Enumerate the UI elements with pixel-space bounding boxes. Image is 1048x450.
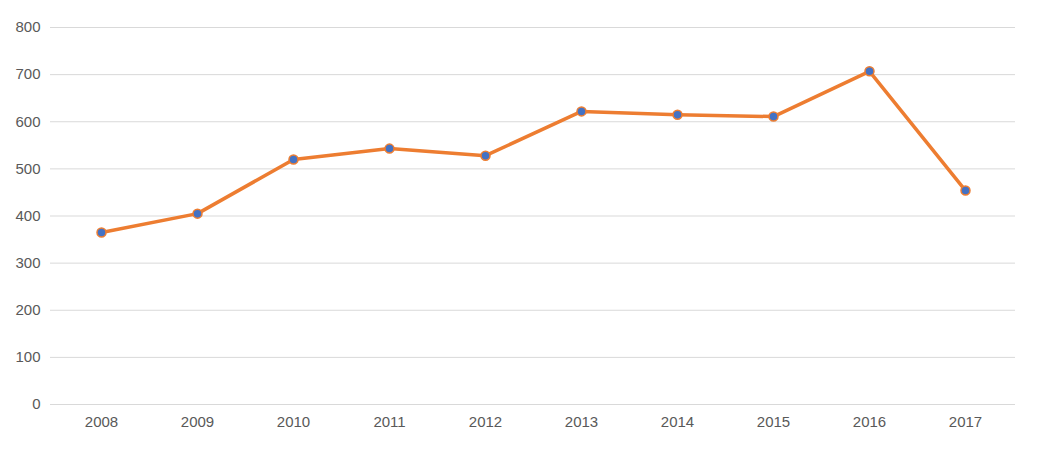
svg-text:600: 600 bbox=[15, 113, 40, 130]
svg-text:800: 800 bbox=[15, 18, 40, 35]
svg-text:500: 500 bbox=[15, 160, 40, 177]
svg-text:300: 300 bbox=[15, 254, 40, 271]
svg-text:2009: 2009 bbox=[181, 413, 214, 430]
svg-text:2012: 2012 bbox=[469, 413, 502, 430]
svg-text:2017: 2017 bbox=[949, 413, 982, 430]
svg-text:2015: 2015 bbox=[757, 413, 790, 430]
svg-text:2011: 2011 bbox=[373, 413, 405, 430]
svg-text:2014: 2014 bbox=[661, 413, 694, 430]
svg-text:0: 0 bbox=[32, 395, 40, 412]
svg-text:2016: 2016 bbox=[853, 413, 886, 430]
svg-text:2010: 2010 bbox=[277, 413, 310, 430]
svg-text:2008: 2008 bbox=[85, 413, 118, 430]
svg-text:100: 100 bbox=[15, 348, 40, 365]
svg-text:700: 700 bbox=[15, 65, 40, 82]
svg-text:400: 400 bbox=[15, 207, 40, 224]
svg-text:200: 200 bbox=[15, 301, 40, 318]
svg-text:2013: 2013 bbox=[565, 413, 598, 430]
